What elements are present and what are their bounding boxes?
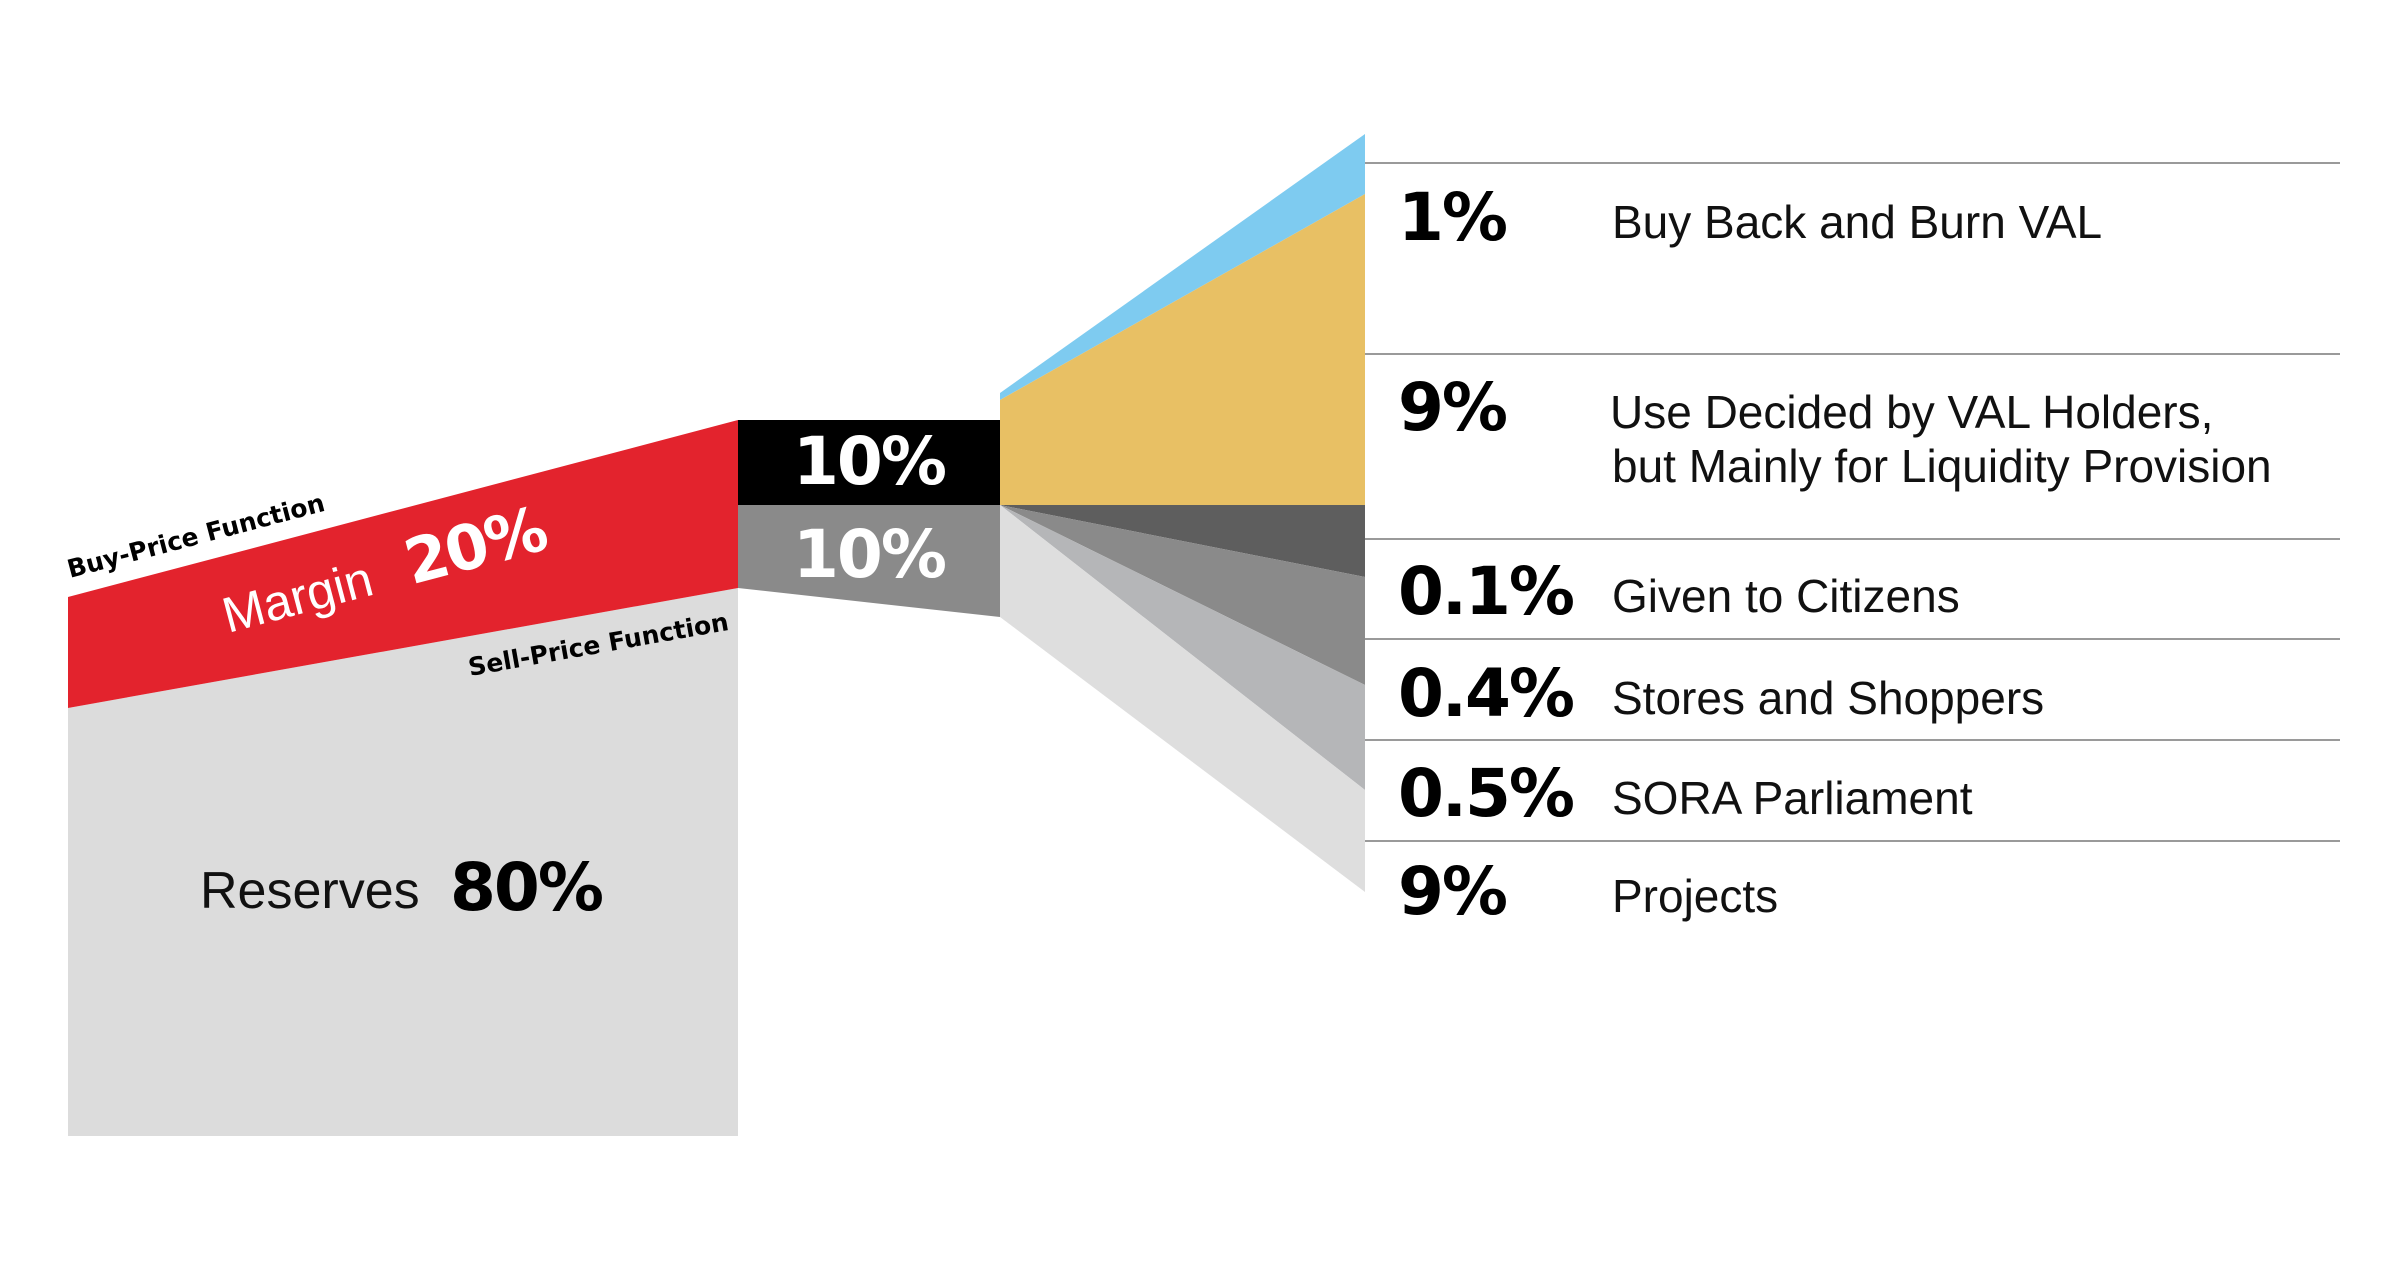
upper-ten-pct: 10%	[793, 423, 946, 500]
row-burn: 1% Buy Back and Burn VAL	[1398, 179, 2102, 256]
burn-flow	[1000, 134, 1365, 400]
row-parliament: 0.5% SORA Parliament	[1398, 755, 1973, 832]
row-label: SORA Parliament	[1612, 772, 1973, 824]
row-pct: 1%	[1398, 179, 1507, 256]
liquidity-flow	[1000, 194, 1365, 505]
row-label-line2: but Mainly for Liquidity Provision	[1612, 440, 2272, 492]
reserves-word: Reserves	[200, 862, 420, 920]
projects-flow	[1000, 505, 1365, 892]
row-label: Use Decided by VAL Holders,	[1610, 386, 2213, 438]
row-label: Projects	[1612, 870, 1778, 922]
reserves-block	[68, 588, 738, 1136]
lower-ten-block	[738, 505, 1000, 617]
row-pct: 0.1%	[1398, 553, 1574, 630]
row-pct: 0.4%	[1398, 655, 1574, 732]
upper-ten-block	[738, 420, 1000, 505]
row-label: Buy Back and Burn VAL	[1612, 196, 2102, 248]
reserves-pct: 80%	[450, 849, 603, 926]
row-dividers	[1365, 162, 2340, 842]
lower-ten-pct: 10%	[793, 516, 946, 593]
row-projects: 9% Projects	[1398, 853, 1778, 930]
margin-band	[68, 420, 738, 708]
row-stores: 0.4% Stores and Shoppers	[1398, 655, 2044, 732]
row-pct: 0.5%	[1398, 755, 1574, 832]
row-pct: 9%	[1398, 369, 1507, 446]
row-citizens: 0.1% Given to Citizens	[1398, 553, 1960, 630]
row-label: Given to Citizens	[1612, 570, 1960, 622]
row-label: Stores and Shoppers	[1612, 672, 2044, 724]
row-pct: 9%	[1398, 853, 1507, 930]
row-liquidity: 9% Use Decided by VAL Holders, but Mainl…	[1398, 369, 2272, 492]
